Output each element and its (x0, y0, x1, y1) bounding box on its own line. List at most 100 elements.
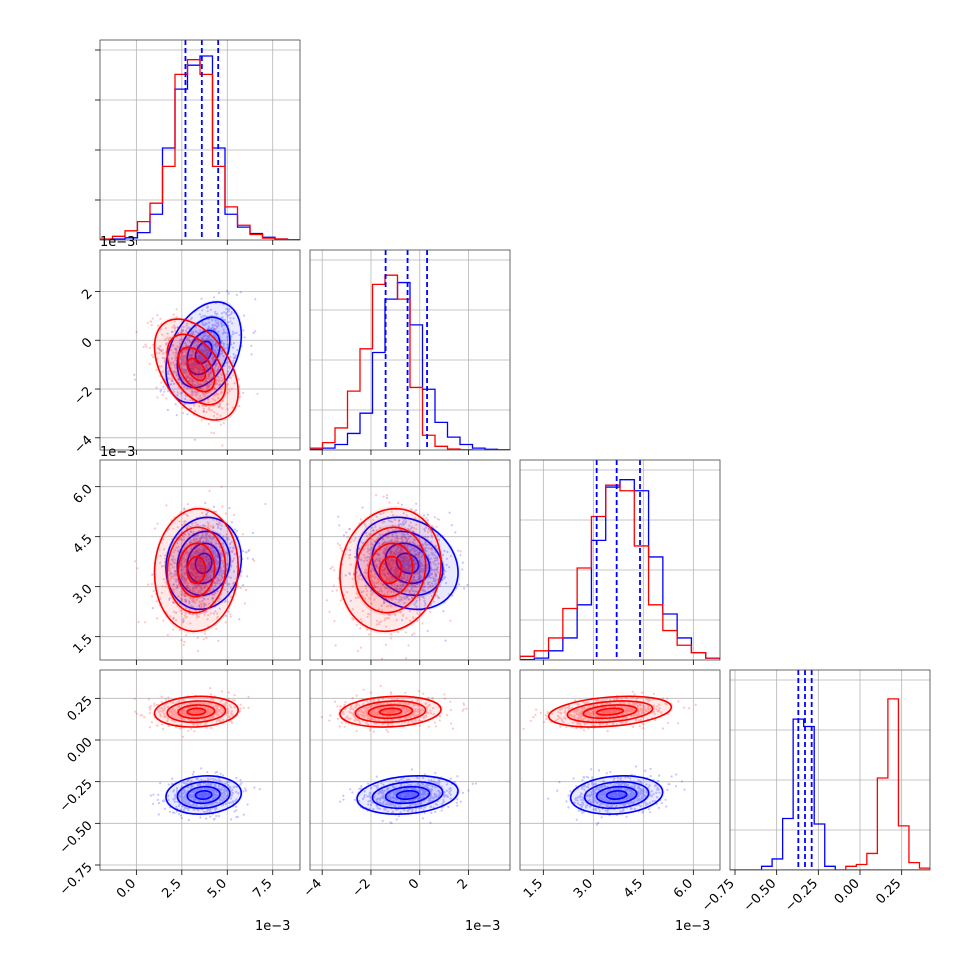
hist-panel-3: −0.75 −0.50 −0.25 0.00 0.25 (699, 669, 931, 915)
red-contour (153, 507, 239, 633)
panel-frame (309, 669, 511, 871)
red-density (165, 700, 228, 723)
red-contour (354, 700, 427, 724)
red-density (176, 540, 217, 600)
blue-density (370, 529, 445, 598)
blue-contour (165, 516, 243, 611)
red-histogram (100, 59, 300, 240)
red-density (176, 704, 217, 720)
x-tick-label: 0.25 (873, 876, 904, 907)
blue-density (194, 790, 213, 800)
red-contour (367, 704, 414, 720)
red-density (546, 695, 674, 728)
red-density (366, 540, 415, 600)
blue-contour (583, 780, 650, 810)
y-tick-label: −0.75 (57, 860, 96, 899)
red-contour (166, 700, 227, 724)
y-tick-label: 1.5 (70, 632, 95, 657)
x-tick-label: −0.75 (699, 876, 738, 915)
blue-contour (605, 790, 628, 800)
red-density (186, 555, 207, 585)
y-offset-text: 1e−3 (100, 445, 135, 460)
x-tick-label: −0.50 (741, 876, 780, 915)
red-contour (582, 704, 638, 720)
blue-histogram (730, 718, 930, 870)
blue-contour (194, 552, 213, 575)
x-tick-label: 4.5 (621, 876, 646, 901)
red-density (152, 505, 240, 635)
red-histogram (310, 274, 510, 450)
panel-frame (99, 459, 301, 661)
blue-density (164, 299, 243, 406)
red-contour (595, 707, 625, 716)
panel-frame (519, 669, 721, 871)
blue-density (185, 785, 222, 805)
x-tick-label: 0.0 (114, 876, 139, 901)
red-contour (186, 707, 207, 716)
blue-contour (176, 316, 231, 389)
blue-contour (569, 775, 664, 815)
blue-density (383, 785, 432, 805)
red-samples (134, 485, 267, 653)
scatter-panel-3-2: 1.5 3.0 4.5 6.0 (519, 669, 721, 901)
red-density (378, 555, 403, 585)
red-contour (547, 695, 673, 728)
y-tick-label: −2 (71, 384, 95, 408)
scatter-panel-2-1 (309, 459, 511, 665)
panel-frame (99, 669, 301, 871)
panel-frame (519, 459, 721, 661)
red-histogram (520, 484, 720, 660)
x-offset-text: 1e−3 (465, 919, 500, 934)
hist-panel-1 (309, 249, 511, 455)
x-tick-label: 2 (455, 876, 471, 892)
red-contour (177, 346, 216, 393)
red-contour (378, 555, 403, 585)
x-tick-label: −2 (350, 876, 374, 900)
y-tick-label: 0 (79, 335, 95, 351)
y-tick-label: 6.0 (70, 482, 95, 507)
red-contour (153, 695, 239, 728)
red-density (165, 524, 228, 616)
red-contour (339, 507, 442, 633)
blue-density (175, 780, 232, 810)
red-contour (354, 526, 427, 614)
red-density (353, 524, 428, 616)
blue-contour (356, 775, 459, 815)
blue-contour (384, 785, 431, 805)
blue-contour (176, 780, 231, 810)
x-offset-text: 1e−3 (255, 919, 290, 934)
red-contour (186, 555, 207, 585)
red-contour (153, 318, 239, 421)
x-tick-label: −4 (301, 876, 325, 900)
scatter-panel-3-0: 0.0 2.5 5.0 7.5 −0.75−0.50−0.25 0.00 0.25 (57, 669, 301, 901)
blue-contour (371, 780, 444, 810)
blue-density (354, 515, 461, 612)
x-tick-label: 6.0 (671, 876, 696, 901)
panel-frame (729, 669, 931, 871)
red-contour (166, 333, 227, 406)
panel-frame (309, 249, 511, 451)
red-contour (186, 357, 207, 382)
blue-density (594, 785, 639, 805)
red-contour (166, 526, 227, 614)
x-tick-label: 0.00 (832, 876, 863, 907)
y-tick-label: −0.25 (57, 777, 96, 816)
red-contour (367, 542, 414, 598)
x-tick-label: 5.0 (205, 876, 230, 901)
y-tick-label: 0.00 (65, 735, 96, 766)
red-contour (566, 700, 654, 724)
blue-contour (165, 775, 243, 815)
y-tick-label: 0.25 (65, 693, 96, 724)
hist-panel-0 (95, 39, 301, 245)
blue-contour (395, 790, 420, 800)
x-tick-label: 3.0 (571, 876, 596, 901)
hist-panel-2 (519, 459, 721, 665)
blue-density (582, 780, 651, 810)
y-tick-label: −0.50 (57, 818, 96, 857)
red-contour (177, 704, 216, 720)
blue-density (370, 780, 445, 810)
x-tick-label: 1.5 (521, 876, 546, 901)
y-tick-label: 4.5 (70, 532, 95, 557)
blue-histogram (520, 479, 720, 660)
